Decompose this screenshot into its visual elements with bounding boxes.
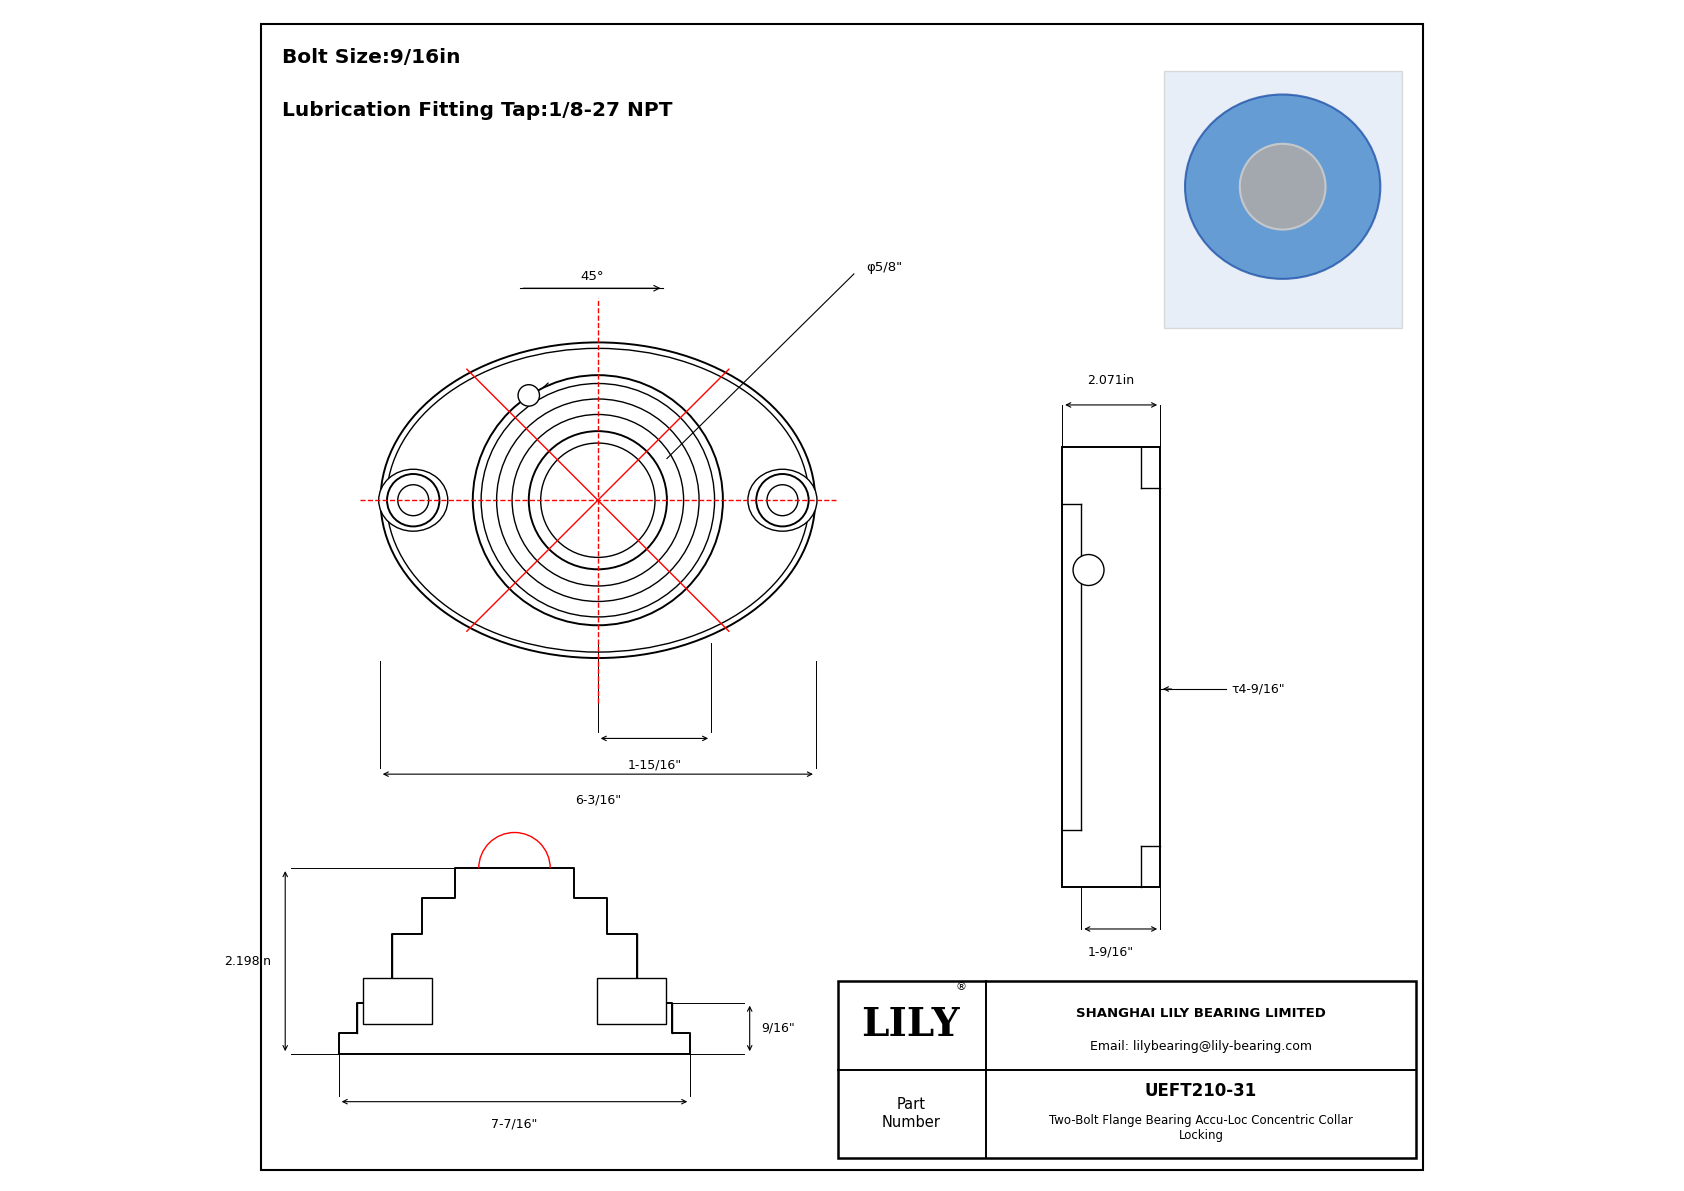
Text: Bolt Size:9/16in: Bolt Size:9/16in (283, 48, 461, 67)
Bar (598, 979, 667, 1023)
Text: 7-7/16": 7-7/16" (492, 1118, 537, 1131)
Text: 45°: 45° (581, 270, 603, 283)
Text: Part
Number: Part Number (881, 1097, 940, 1130)
Text: 1-9/16": 1-9/16" (1088, 946, 1135, 959)
Text: SHANGHAI LILY BEARING LIMITED: SHANGHAI LILY BEARING LIMITED (1076, 1006, 1325, 1019)
Text: Lubrication Fitting Tap:1/8-27 NPT: Lubrication Fitting Tap:1/8-27 NPT (283, 101, 672, 120)
Bar (839, 981, 1416, 1158)
Text: ®: ® (957, 983, 967, 992)
Text: 1-15/16": 1-15/16" (628, 759, 682, 772)
Bar (1063, 447, 1160, 887)
Text: 9/16": 9/16" (761, 1022, 795, 1035)
Text: Two-Bolt Flange Bearing Accu-Loc Concentric Collar
Locking: Two-Bolt Flange Bearing Accu-Loc Concent… (1049, 1114, 1352, 1142)
Circle shape (473, 375, 722, 625)
Ellipse shape (1186, 94, 1381, 279)
Text: φ5/8": φ5/8" (866, 262, 903, 274)
Circle shape (519, 385, 539, 406)
Text: 2.198in: 2.198in (224, 955, 271, 967)
Text: τ4-9/16": τ4-9/16" (1231, 682, 1285, 696)
Circle shape (529, 431, 667, 569)
Bar (362, 979, 431, 1023)
Ellipse shape (748, 469, 817, 531)
Ellipse shape (379, 469, 448, 531)
Text: Email: lilybearing@lily-bearing.com: Email: lilybearing@lily-bearing.com (1090, 1040, 1312, 1053)
Circle shape (756, 474, 808, 526)
Text: 6-3/16": 6-3/16" (574, 794, 621, 807)
Circle shape (387, 474, 440, 526)
Bar (1164, 71, 1401, 328)
Circle shape (1239, 144, 1325, 230)
Text: 2.071in: 2.071in (1088, 374, 1135, 387)
Text: UEFT210-31: UEFT210-31 (1145, 1081, 1256, 1099)
Circle shape (1073, 555, 1105, 586)
Text: LILY: LILY (862, 1006, 960, 1045)
Ellipse shape (381, 343, 815, 657)
